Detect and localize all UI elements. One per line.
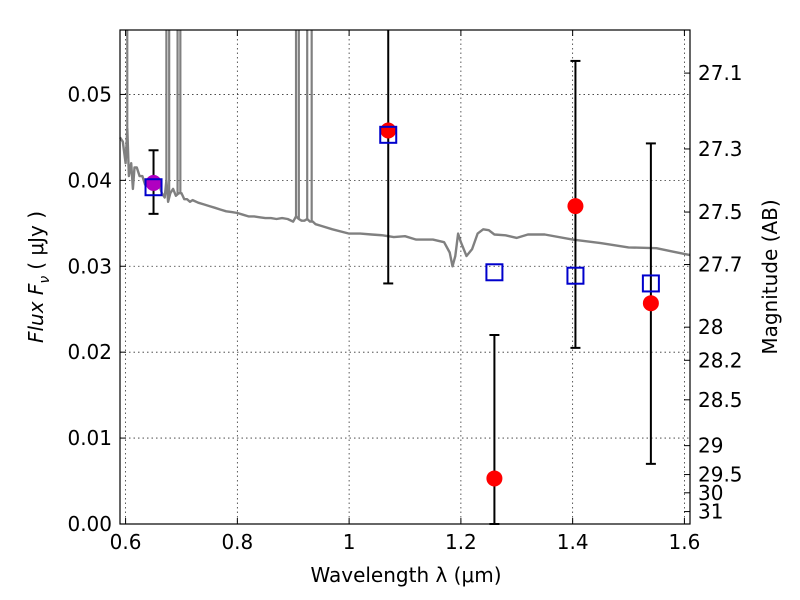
model-flux-square	[144, 178, 163, 197]
y-tick-label: 0.05	[67, 82, 112, 106]
y-tick-label: 0.01	[67, 426, 112, 450]
marker-layer	[144, 122, 660, 487]
observed-flux-point	[567, 198, 584, 215]
x-tick-label: 1.2	[445, 530, 477, 554]
tick-layer: 0.6 0.8 1 1.2 1.4 1.6 0.00 0.01 0.02 0.03 0.04 0.05…	[67, 30, 743, 554]
observed-flux-point	[145, 174, 162, 191]
magnitude-tick-label: 30	[698, 481, 723, 505]
observed-flux-point	[642, 295, 659, 312]
model-flux-square	[566, 266, 585, 285]
magnitude-axis-title: Magnitude (AB)	[758, 199, 782, 354]
magnitude-tick-label: 28.5	[698, 388, 743, 412]
y-tick-label: 0.02	[67, 340, 112, 364]
model-flux-square	[485, 263, 504, 282]
magnitude-tick-label: 27.7	[698, 253, 743, 277]
magnitude-tick-label: 27.1	[698, 61, 743, 85]
model-flux-square	[379, 125, 398, 144]
plot-frame	[119, 29, 691, 525]
y-tick-label: 0.03	[67, 254, 112, 278]
y-axis-title-subscript: ν	[37, 276, 53, 284]
magnitude-tick-label: 29.5	[698, 463, 743, 487]
x-tick-label: 1.4	[557, 530, 589, 554]
grid-layer	[120, 30, 690, 524]
model-flux-square	[641, 274, 660, 293]
observed-flux-point	[486, 470, 503, 487]
magnitude-tick-label: 27.5	[698, 200, 743, 224]
y-axis-title-main: Flux F	[24, 283, 48, 343]
y-tick-label: 0.00	[67, 512, 112, 536]
errorbar-layer	[148, 30, 656, 525]
sed-line	[118, 127, 691, 268]
x-tick-label: 0.8	[221, 530, 253, 554]
x-tick-label: 1	[343, 530, 356, 554]
sed-layer	[118, 30, 691, 268]
observed-flux-point	[380, 122, 397, 139]
x-tick-label: 0.6	[110, 530, 142, 554]
magnitude-tick-label: 29	[698, 434, 723, 458]
x-tick-label: 1.6	[669, 530, 701, 554]
y-tick-label: 0.04	[67, 168, 112, 192]
magnitude-tick-label: 28	[698, 315, 723, 339]
magnitude-tick-label: 28.2	[698, 348, 743, 372]
y-axis-title-unit: ( μJy )	[24, 211, 48, 270]
magnitude-tick-label: 31	[698, 500, 723, 524]
y-axis-title: Flux Fν ( μJy )	[24, 211, 53, 343]
x-axis-title: Wavelength λ (μm)	[310, 563, 501, 587]
magnitude-tick-label: 27.3	[698, 137, 743, 161]
